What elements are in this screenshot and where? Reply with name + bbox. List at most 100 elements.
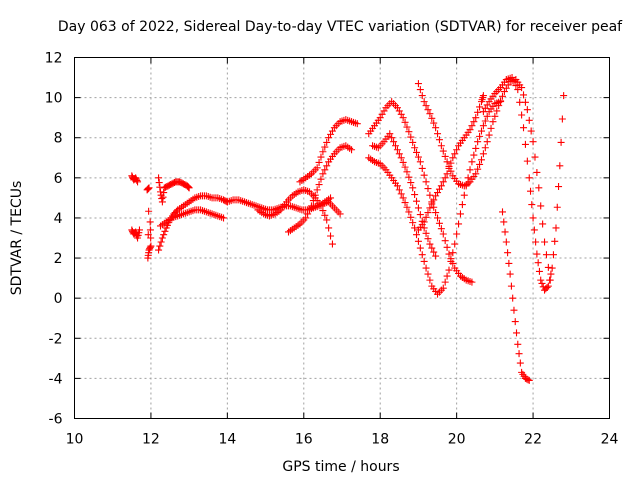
- data-point: [158, 198, 166, 206]
- data-point: [472, 144, 480, 152]
- data-point: [411, 191, 419, 199]
- data-point: [144, 185, 152, 193]
- data-point: [405, 128, 413, 136]
- data-point: [155, 174, 163, 182]
- data-point: [144, 185, 152, 193]
- data-point: [434, 214, 442, 222]
- data-point: [468, 278, 476, 286]
- data-point: [523, 106, 531, 114]
- data-point: [321, 166, 329, 174]
- data-point: [477, 156, 485, 164]
- data-point: [553, 203, 561, 211]
- data-point: [483, 138, 491, 146]
- data-point: [323, 162, 331, 170]
- data-point: [146, 243, 154, 251]
- data-point: [524, 376, 532, 384]
- data-point: [145, 184, 153, 192]
- series-track-a: [128, 172, 142, 186]
- data-point: [328, 240, 336, 248]
- x-tick-label: 20: [448, 432, 466, 448]
- data-point: [422, 264, 430, 272]
- data-point: [407, 179, 415, 187]
- data-point: [430, 248, 438, 256]
- data-point: [414, 153, 422, 161]
- data-point: [527, 127, 535, 135]
- data-point: [531, 153, 539, 161]
- data-point: [514, 340, 522, 348]
- data-point: [155, 179, 163, 187]
- data-point: [311, 191, 319, 199]
- data-point: [403, 168, 411, 176]
- data-point: [420, 257, 428, 265]
- data-point: [411, 144, 419, 152]
- data-point: [449, 154, 457, 162]
- data-point: [405, 208, 413, 216]
- data-point: [413, 197, 421, 205]
- plot-frame: [74, 57, 610, 419]
- data-point: [458, 201, 466, 209]
- y-tick-label: 4: [54, 211, 63, 227]
- y-tick-label: -6: [49, 412, 63, 428]
- series-track-p: [414, 92, 487, 234]
- data-point: [518, 111, 526, 119]
- data-point: [407, 133, 415, 141]
- data-point: [388, 134, 396, 142]
- data-point: [147, 242, 155, 250]
- data-point: [541, 238, 549, 246]
- data-point: [414, 204, 422, 212]
- data-point: [479, 150, 487, 158]
- data-point: [426, 110, 434, 118]
- data-point: [426, 191, 434, 199]
- data-point: [555, 183, 563, 191]
- data-point: [409, 184, 417, 192]
- data-point: [414, 80, 422, 88]
- data-point: [147, 234, 155, 242]
- data-point: [485, 131, 493, 139]
- data-point: [479, 122, 487, 130]
- data-point: [414, 237, 422, 245]
- data-point: [321, 143, 329, 151]
- data-point: [416, 158, 424, 166]
- data-point: [393, 182, 401, 190]
- data-point: [514, 86, 522, 94]
- data-point: [161, 227, 169, 235]
- x-tick-label: 16: [295, 432, 313, 448]
- data-point: [505, 259, 513, 267]
- data-point: [443, 272, 451, 280]
- data-point: [424, 185, 432, 193]
- series-track-l: [365, 98, 476, 286]
- series-track-h: [254, 186, 336, 248]
- data-point: [499, 92, 506, 100]
- data-point: [533, 250, 541, 258]
- series-track-q: [479, 74, 568, 294]
- data-point: [443, 170, 451, 178]
- data-point: [477, 127, 485, 135]
- data-point: [476, 132, 484, 140]
- data-point: [413, 231, 421, 239]
- data-point: [439, 178, 447, 186]
- data-point: [518, 84, 526, 92]
- data-point: [160, 189, 168, 197]
- data-point: [416, 86, 424, 94]
- data-point: [481, 117, 489, 125]
- data-point: [401, 163, 409, 171]
- data-point: [392, 142, 399, 150]
- data-point: [323, 216, 331, 224]
- x-tick-label: 14: [218, 432, 236, 448]
- data-point: [397, 190, 405, 198]
- data-point: [470, 118, 478, 126]
- data-point: [418, 164, 426, 172]
- series-track-n: [369, 130, 440, 260]
- series-track-m: [365, 98, 505, 298]
- data-point: [510, 78, 518, 86]
- data-point: [549, 251, 557, 259]
- y-tick-label: 6: [54, 171, 63, 187]
- data-point: [302, 214, 310, 222]
- data-point: [185, 184, 193, 192]
- data-point: [525, 116, 533, 124]
- data-point: [483, 112, 491, 120]
- data-point: [441, 237, 449, 245]
- data-point: [315, 158, 323, 166]
- data-point: [445, 266, 453, 274]
